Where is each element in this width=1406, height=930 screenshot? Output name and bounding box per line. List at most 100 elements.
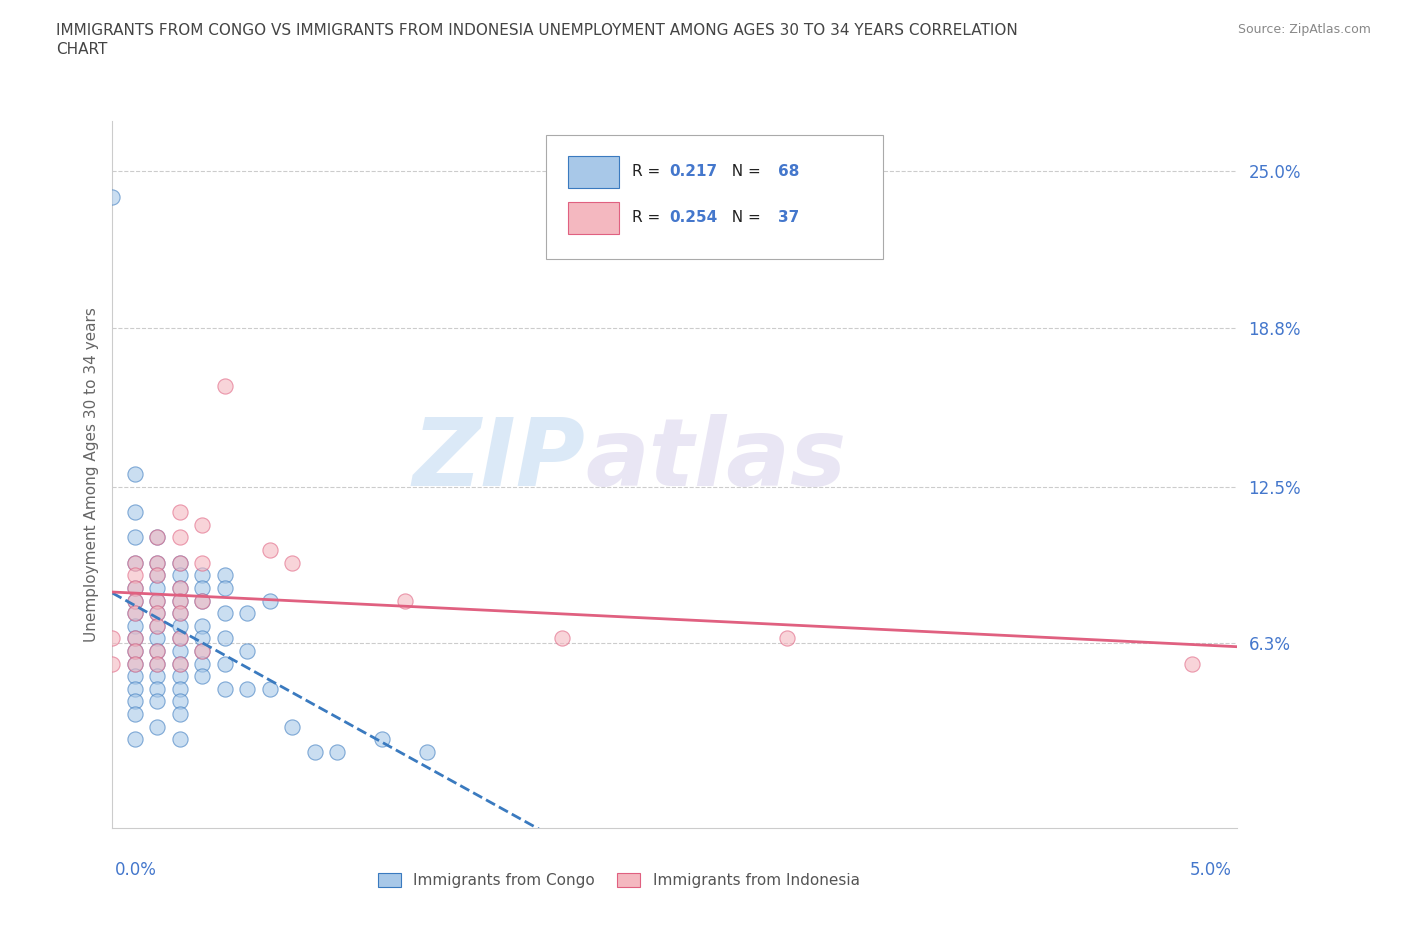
Point [146,593,169,608]
Point [281,719,304,734]
Point [169,555,191,570]
Point [146,605,169,620]
Point [124,467,146,482]
Text: 0.254: 0.254 [669,210,717,225]
Point [394,593,416,608]
Point [214,682,236,697]
Point [191,568,214,583]
Point [281,555,304,570]
Text: CHART: CHART [56,42,108,57]
Point [124,580,146,595]
Point [146,631,169,645]
Point [124,657,146,671]
Point [124,682,146,697]
Point [214,580,236,595]
Point [214,379,236,393]
Point [101,189,124,204]
Y-axis label: Unemployment Among Ages 30 to 34 years: Unemployment Among Ages 30 to 34 years [83,307,98,642]
Point [146,618,169,633]
Point [191,644,214,658]
Point [236,682,259,697]
Point [169,593,191,608]
Point [551,631,574,645]
Text: IMMIGRANTS FROM CONGO VS IMMIGRANTS FROM INDONESIA UNEMPLOYMENT AMONG AGES 30 TO: IMMIGRANTS FROM CONGO VS IMMIGRANTS FROM… [56,23,1018,38]
Text: R =: R = [633,165,665,179]
Point [169,631,191,645]
Point [169,694,191,709]
Point [191,593,214,608]
Point [124,631,146,645]
Point [146,605,169,620]
Point [124,593,146,608]
Point [146,555,169,570]
Text: R =: R = [633,210,665,225]
Point [191,517,214,532]
Point [124,644,146,658]
Point [146,580,169,595]
Point [146,644,169,658]
Point [236,644,259,658]
Point [259,542,281,557]
Point [146,618,169,633]
Text: 37: 37 [779,210,800,225]
Point [169,593,191,608]
Point [124,593,146,608]
Point [124,580,146,595]
Text: ZIP: ZIP [412,414,585,506]
Legend: Immigrants from Congo, Immigrants from Indonesia: Immigrants from Congo, Immigrants from I… [371,867,866,895]
Point [124,605,146,620]
Point [124,530,146,545]
Point [124,605,146,620]
Point [124,568,146,583]
Text: atlas: atlas [585,414,846,506]
Point [124,618,146,633]
Point [169,618,191,633]
Point [169,505,191,520]
Point [416,745,439,760]
Point [146,530,169,545]
Point [124,555,146,570]
Point [191,593,214,608]
Point [169,631,191,645]
Point [169,669,191,684]
Point [146,694,169,709]
Point [124,644,146,658]
Point [124,505,146,520]
Text: 68: 68 [779,165,800,179]
Point [146,657,169,671]
FancyBboxPatch shape [568,202,619,234]
Text: N =: N = [723,165,766,179]
Point [191,631,214,645]
Point [169,732,191,747]
Text: 0.0%: 0.0% [115,860,157,879]
Point [146,568,169,583]
Point [101,631,124,645]
Point [169,555,191,570]
Point [191,657,214,671]
Point [169,644,191,658]
Text: 0.217: 0.217 [669,165,717,179]
FancyBboxPatch shape [568,156,619,188]
Point [146,530,169,545]
Text: Source: ZipAtlas.com: Source: ZipAtlas.com [1237,23,1371,36]
Point [146,555,169,570]
Point [146,669,169,684]
Point [776,631,799,645]
Text: 5.0%: 5.0% [1189,860,1232,879]
Point [191,555,214,570]
Point [169,530,191,545]
Text: N =: N = [723,210,766,225]
Point [124,555,146,570]
Point [191,618,214,633]
Point [371,732,394,747]
Point [304,745,326,760]
Point [146,719,169,734]
Point [146,682,169,697]
Point [169,605,191,620]
Point [146,568,169,583]
Point [124,631,146,645]
Point [191,669,214,684]
Point [214,631,236,645]
Point [124,657,146,671]
Point [169,580,191,595]
